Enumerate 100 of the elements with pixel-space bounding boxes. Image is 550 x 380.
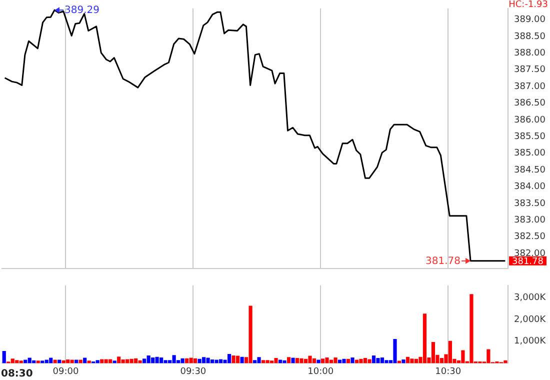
bar [350, 358, 354, 364]
bar [134, 358, 138, 364]
y-tick-label: 389.00 [514, 15, 546, 26]
bar [363, 358, 368, 364]
y-tick-label: 385.00 [514, 148, 546, 159]
y-tick-label: 384.00 [514, 182, 546, 192]
x-tick-label: 10:00 [308, 366, 334, 377]
bar [142, 358, 146, 364]
bar [83, 358, 87, 364]
y-tick-label: 2,000K [514, 314, 547, 325]
bar [274, 358, 278, 364]
bar [261, 360, 266, 364]
bar [206, 358, 210, 364]
bar [112, 360, 116, 364]
bar [70, 360, 74, 364]
bar [36, 360, 40, 364]
bar [146, 356, 150, 364]
bar [316, 360, 320, 364]
bar [440, 358, 444, 364]
y-tick-label: 388.50 [514, 32, 546, 42]
y-tick-label: 385.50 [514, 132, 546, 142]
bar [372, 356, 376, 364]
bar [214, 360, 218, 364]
bar [359, 358, 363, 364]
bar [278, 360, 282, 364]
bar [270, 360, 274, 364]
bar [236, 356, 240, 364]
bar [160, 358, 164, 364]
bar [406, 356, 410, 364]
bar [300, 358, 304, 364]
bar [40, 360, 44, 364]
bar [291, 358, 295, 364]
bar [342, 358, 346, 364]
bar [180, 358, 184, 364]
bar [393, 338, 397, 364]
bar [410, 358, 414, 364]
bar [402, 359, 406, 364]
bar [49, 358, 53, 364]
x-tick-label: 09:00 [52, 366, 79, 377]
bar [24, 360, 28, 364]
bar [248, 306, 252, 364]
bar [354, 360, 359, 364]
bar [96, 360, 100, 364]
bar [53, 360, 57, 364]
bar [325, 358, 329, 364]
bar [74, 360, 78, 364]
bar [286, 357, 291, 364]
bar [380, 358, 384, 364]
bar [164, 360, 168, 364]
bar [232, 356, 236, 364]
bar [185, 358, 189, 364]
x-tick-label: 09:30 [180, 366, 206, 377]
bar [121, 359, 125, 364]
bar [44, 360, 48, 364]
y-tick-label: 383.50 [514, 198, 546, 209]
bar [15, 360, 19, 364]
bar [422, 314, 427, 364]
bar [87, 360, 91, 364]
bar [10, 358, 14, 364]
bar [368, 359, 372, 364]
bar [266, 360, 270, 364]
bar [338, 360, 342, 364]
bar [470, 294, 474, 364]
bar [202, 357, 206, 364]
bar [28, 358, 32, 364]
bar [19, 360, 23, 364]
bar [172, 355, 176, 364]
bar [257, 357, 261, 364]
y-tick-label: 1,000K [514, 336, 547, 347]
y-tick-label: 3,000K [514, 292, 547, 303]
text: 08:30 [1, 368, 33, 380]
bar [151, 358, 155, 364]
bar [448, 340, 452, 364]
y-tick-label: 388.00 [514, 48, 546, 58]
annotation: 381.78 [426, 256, 461, 268]
bar [58, 360, 62, 364]
y-tick-label: 386.00 [514, 115, 546, 126]
bar [329, 360, 334, 364]
bar [334, 358, 338, 364]
bar [189, 358, 193, 364]
text: 381.78 [512, 256, 544, 267]
bar [486, 349, 490, 364]
bar [461, 350, 465, 364]
x-tick-label: 10:30 [435, 366, 462, 377]
bar [78, 360, 82, 364]
y-tick-label: 387.50 [514, 65, 546, 76]
annotation: 389.29 [64, 5, 100, 16]
bar [384, 360, 388, 364]
bar [240, 356, 244, 364]
bar [194, 358, 198, 364]
bar [431, 342, 436, 364]
bar [312, 358, 316, 364]
bar [2, 350, 6, 364]
bar [282, 360, 286, 364]
y-tick-label: 383.00 [514, 216, 546, 226]
bar [66, 359, 70, 364]
bar [376, 358, 380, 364]
y-tick-label: 387.00 [514, 82, 546, 92]
bar [308, 356, 312, 364]
y-tick-label: 384.50 [514, 165, 546, 176]
